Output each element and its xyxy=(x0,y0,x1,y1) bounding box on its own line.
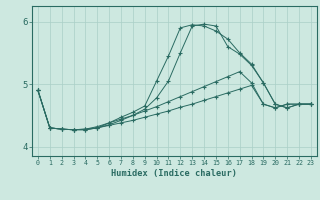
X-axis label: Humidex (Indice chaleur): Humidex (Indice chaleur) xyxy=(111,169,237,178)
